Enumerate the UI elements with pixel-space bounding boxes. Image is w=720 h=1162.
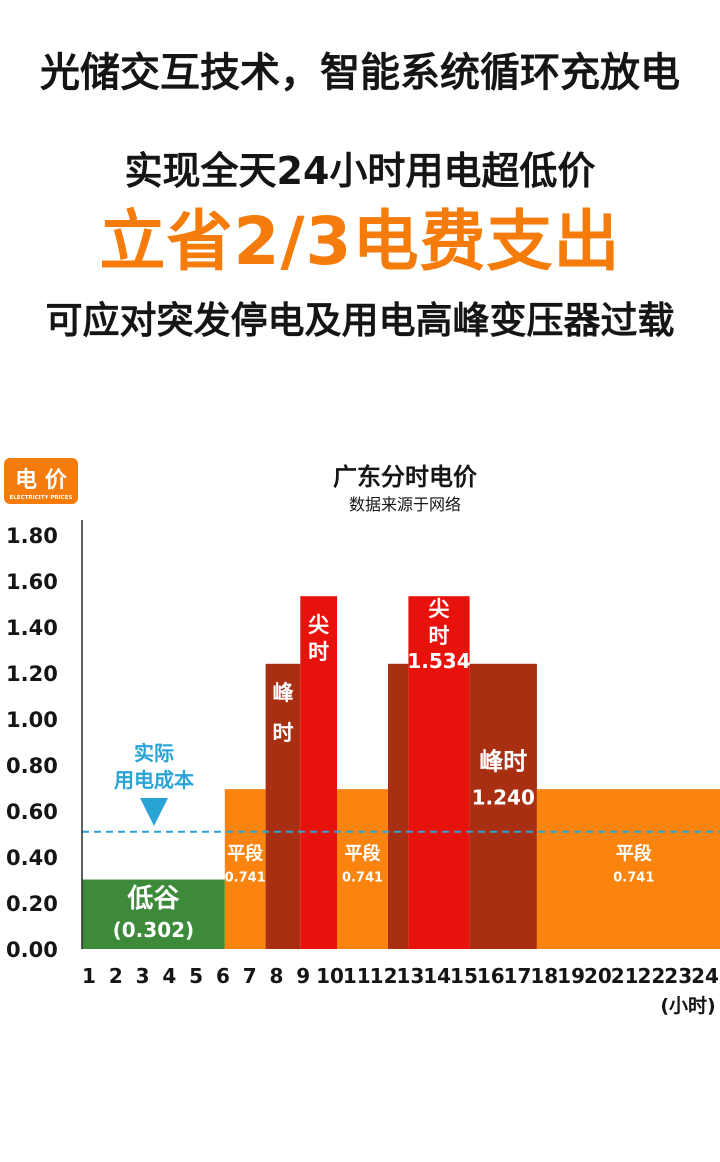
chart-title: 广东分时电价 — [333, 463, 478, 491]
bar-value-sharp-b: 1.534 — [407, 649, 470, 673]
chart-subtitle: 数据来源于网络 — [349, 495, 461, 514]
bar-label-peak-a-1: 峰 — [272, 681, 293, 705]
bar-label-flat-b: 平段 — [345, 842, 382, 864]
x-tick-label: 1 — [82, 964, 96, 988]
x-tick-label: 22 — [638, 964, 666, 988]
bar-sharp-b — [408, 596, 470, 949]
y-tick-label: 1.80 — [6, 524, 58, 548]
x-tick-label: 5 — [189, 964, 203, 988]
bar-label-sharp-a-2: 时 — [308, 640, 329, 664]
bar-label-flat-c: 平段 — [616, 842, 653, 864]
reference-arrow-icon — [140, 798, 168, 826]
x-tick-label: 14 — [423, 964, 451, 988]
y-tick-label: 0.80 — [6, 754, 58, 778]
bar-flat-b — [337, 789, 388, 949]
bar-label-peak-b2: 峰时 — [479, 748, 527, 776]
headline-line1: 光储交互技术，智能系统循环充放电 — [40, 50, 680, 96]
y-tick-label: 1.40 — [6, 616, 58, 640]
x-tick-label: 17 — [504, 964, 532, 988]
bar-label-sharp-b-1: 尖 — [429, 597, 450, 621]
x-tick-label: 2 — [109, 964, 123, 988]
y-tick-label: 1.00 — [6, 708, 58, 732]
x-tick-label: 3 — [136, 964, 150, 988]
x-tick-label: 9 — [296, 964, 310, 988]
bar-label-peak-a-2: 时 — [272, 721, 293, 745]
bar-peak-b2 — [469, 663, 537, 949]
bar-label-low: 低谷 — [126, 884, 180, 914]
bar-value-flat-a: 0.741 — [225, 870, 266, 885]
y-tick-label: 0.40 — [6, 846, 58, 870]
y-tick-label: 1.20 — [6, 662, 58, 686]
x-tick-label: 11 — [343, 964, 371, 988]
x-tick-label: 12 — [370, 964, 398, 988]
bar-label-sharp-b-2: 时 — [429, 624, 450, 648]
bar-peak-a — [265, 663, 301, 949]
bar-value-peak-b2: 1.240 — [472, 786, 535, 810]
headline-line4: 可应对突发停电及用电高峰变压器过载 — [45, 299, 675, 342]
x-tick-label: 6 — [216, 964, 230, 988]
price-badge-title: 电 价 — [15, 468, 68, 493]
price-badge-subtitle: ELECTRICITY PRICES — [10, 495, 73, 501]
headline-savings: 立省2/3电费支出 — [99, 203, 621, 280]
x-tick-label: 8 — [270, 964, 284, 988]
x-axis-unit: (小时) — [660, 995, 715, 1017]
x-tick-label: 15 — [450, 964, 478, 988]
price-badge: 电 价 ELECTRICITY PRICES — [4, 458, 78, 504]
x-tick-label: 7 — [243, 964, 257, 988]
bar-flat-a — [224, 789, 266, 949]
bar-flat-c — [536, 789, 720, 949]
x-tick-label: 23 — [664, 964, 692, 988]
x-tick-label: 24 — [691, 964, 719, 988]
bar-peak-b1 — [388, 663, 409, 949]
x-tick-label: 10 — [316, 964, 344, 988]
bar-sharp-a — [300, 596, 337, 949]
y-tick-label: 0.00 — [6, 938, 58, 962]
price-badge-bg — [4, 458, 78, 504]
y-tick-label: 0.60 — [6, 800, 58, 824]
bar-value-flat-b: 0.741 — [342, 870, 383, 885]
bar-low — [82, 879, 225, 949]
bar-label-sharp-a-1: 尖 — [308, 613, 329, 637]
reference-label-2: 用电成本 — [114, 768, 194, 792]
headline-line2: 实现全天24小时用电超低价 — [124, 149, 596, 193]
bar-value-low: (0.302) — [113, 918, 195, 942]
x-tick-label: 4 — [162, 964, 176, 988]
x-tick-label: 13 — [396, 964, 424, 988]
bar-value-flat-c: 0.741 — [613, 870, 654, 885]
x-tick-label: 19 — [557, 964, 585, 988]
x-tick-label: 18 — [530, 964, 558, 988]
x-tick-label: 16 — [477, 964, 505, 988]
bar-label-flat-a: 平段 — [227, 842, 264, 864]
x-tick-label: 20 — [584, 964, 612, 988]
y-tick-label: 0.20 — [6, 892, 58, 916]
y-tick-label: 1.60 — [6, 570, 58, 594]
reference-label-1: 实际 — [134, 741, 174, 765]
x-tick-label: 21 — [611, 964, 639, 988]
